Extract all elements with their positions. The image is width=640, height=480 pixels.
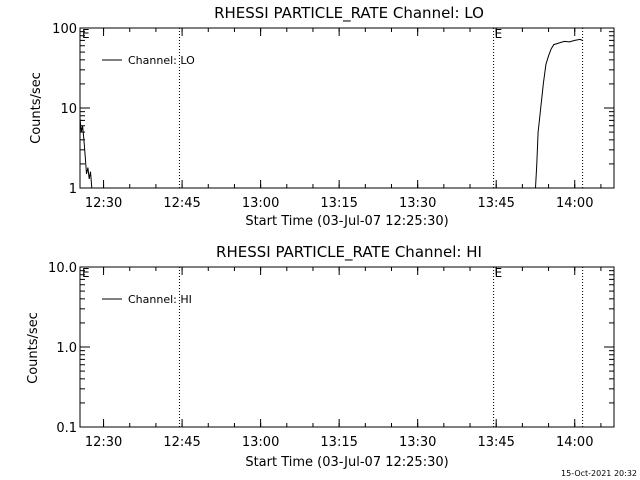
- panel-hi-xtick-label: 13:30: [399, 435, 436, 450]
- panel-lo-xtick-label: 13:45: [477, 196, 514, 211]
- panel-hi-ytick-label: 10.0: [48, 261, 77, 276]
- panel-lo-corner-label: E: [82, 27, 90, 41]
- panel-lo-xtick-label: 13:00: [242, 196, 279, 211]
- panel-hi-xtick-label: 13:15: [320, 435, 357, 450]
- panel-hi-xtick-label: 12:45: [163, 435, 200, 450]
- panel-lo-ylabel: Counts/sec: [29, 72, 44, 144]
- panel-lo-legend-label: Channel: LO: [128, 54, 195, 67]
- panel-lo-xtick-label: 13:15: [320, 196, 357, 211]
- generated-timestamp: 15-Oct-2021 20:32: [561, 469, 637, 478]
- panel-hi-xtick-label: 13:45: [477, 435, 514, 450]
- panel-hi-event-lines: E: [178, 266, 584, 427]
- panel-lo-series-line: [535, 38, 583, 189]
- panel-hi-xtick-label: 14:00: [556, 435, 593, 450]
- panel-hi-event-label: E: [495, 266, 503, 280]
- panel-lo-ytick-label: 1: [69, 182, 77, 197]
- panel-hi-legend: Channel: HI: [102, 293, 192, 306]
- panel-hi-ytick-label: 1.0: [56, 341, 77, 356]
- panel-lo-xtick-label: 14:00: [556, 196, 593, 211]
- panel-hi-ylabel: Counts/sec: [26, 312, 41, 384]
- panel-hi-title: RHESSI PARTICLE_RATE Channel: HI: [216, 243, 482, 262]
- panel-hi-ticks: 12:30 12:45 13:00 13:15 13:30 13:45 14:00 0.1 1.…: [48, 261, 614, 450]
- panel-lo: RHESSI PARTICLE_RATE Channel: LO 12:30 12…: [29, 4, 615, 229]
- panel-lo-xlabel: Start Time (03-Jul-07 12:25:30): [245, 214, 448, 229]
- panel-lo-series: [79, 38, 583, 189]
- panel-hi-corner-label: E: [82, 266, 90, 280]
- panel-hi-xlabel: Start Time (03-Jul-07 12:25:30): [245, 455, 448, 470]
- panel-lo-xtick-label: 12:30: [85, 196, 122, 211]
- panel-lo-ytick-label: 10: [60, 102, 77, 117]
- panel-lo-ytick-label: 100: [52, 22, 77, 37]
- panel-lo-ticks: 12:30 12:45 13:00 13:15 13:30 13:45 14:00 1 10 10…: [52, 22, 614, 211]
- panel-hi-xtick-label: 12:30: [85, 435, 122, 450]
- panel-lo-xtick-label: 13:30: [399, 196, 436, 211]
- panel-hi-xtick-label: 13:00: [242, 435, 279, 450]
- panel-lo-event-lines: E: [178, 27, 584, 188]
- panel-lo-event-label: E: [495, 27, 503, 41]
- panel-lo-series-line: [79, 117, 93, 189]
- panel-hi-ytick-label: 0.1: [56, 421, 77, 436]
- panel-hi-legend-label: Channel: HI: [128, 293, 192, 306]
- panel-hi: RHESSI PARTICLE_RATE Channel: HI 12:30 12…: [26, 243, 615, 470]
- panel-lo-title: RHESSI PARTICLE_RATE Channel: LO: [214, 4, 484, 23]
- panel-lo-xtick-label: 12:45: [163, 196, 200, 211]
- panel-lo-legend: Channel: LO: [102, 54, 195, 67]
